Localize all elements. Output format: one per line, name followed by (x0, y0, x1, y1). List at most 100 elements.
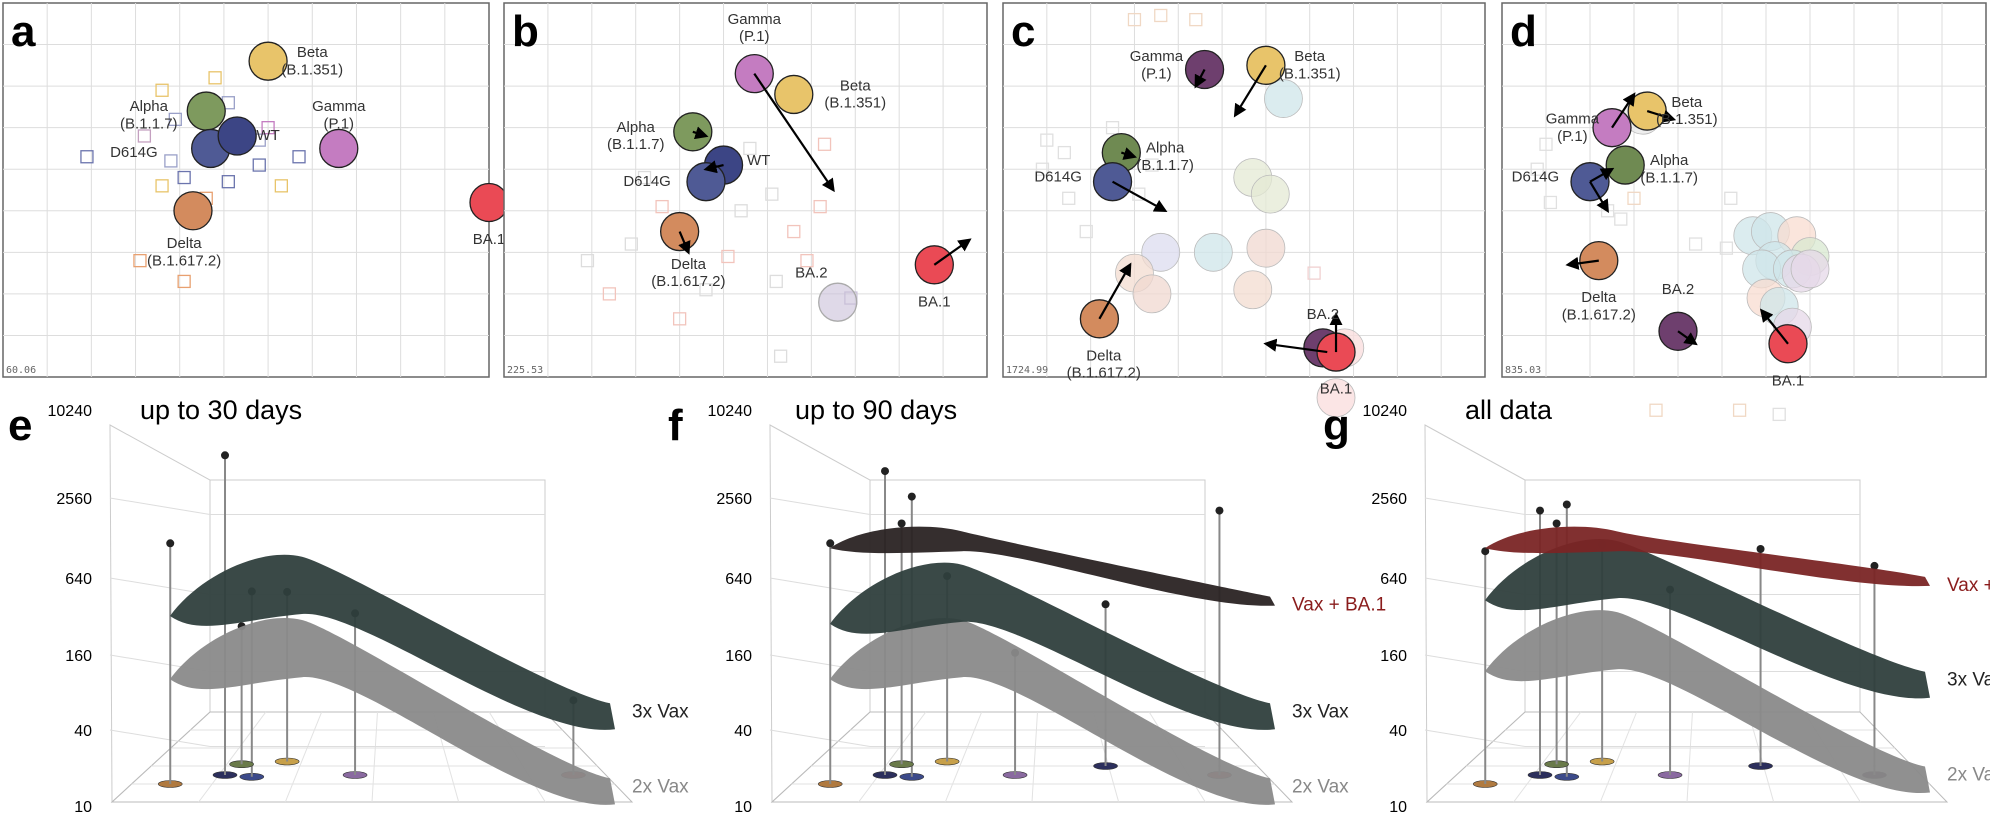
stem-tip (221, 451, 230, 460)
surface-label: Vax + BA.1 (1947, 575, 1990, 596)
antigen-label: D614G (110, 144, 158, 161)
antigen-label: D614G (1512, 169, 1560, 186)
antigen-beta (774, 74, 814, 115)
serum-point (292, 150, 306, 164)
antigen-gamma (1592, 108, 1632, 148)
surface-label: 2x Vax (1292, 776, 1349, 797)
movement-arrow (692, 126, 709, 140)
panel-letter: a (11, 7, 36, 56)
left-wall (1424, 424, 1526, 804)
antigen-label: D614G (623, 173, 671, 190)
serum-point (221, 175, 235, 189)
map-frame (2, 2, 490, 378)
serum-point (699, 283, 713, 297)
stress-value: 835.03 (1505, 365, 1541, 376)
serum-point (743, 141, 757, 156)
antigen-label: Gamma (P.1) (1130, 48, 1184, 82)
y-tick-label: 10 (74, 799, 92, 816)
serum-point (1539, 137, 1553, 151)
stem-tip (1552, 519, 1561, 528)
serum-point (137, 129, 152, 143)
serum-point (164, 154, 178, 168)
antigen-label: Alpha (B.1.1.7) (1136, 140, 1194, 174)
serum-point (1732, 403, 1747, 417)
stress-value: 1724.99 (1006, 365, 1048, 376)
antigen-label: BA.2 (1307, 306, 1340, 323)
floor-grid (1599, 711, 1638, 803)
stem-tip (826, 539, 835, 548)
stem-tip (907, 492, 916, 501)
serum-point (80, 150, 94, 164)
antigen-label: Gamma (P.1) (728, 11, 782, 45)
antigen-label: Delta (B.1.617.2) (1067, 347, 1141, 381)
y-tick-label: 10240 (48, 403, 93, 420)
surface-label: Vax + BA.1 (1292, 595, 1386, 616)
ghost-antigen (1250, 174, 1290, 214)
map-panel-c: Gamma (P.1) Beta (B.1.351) Alpha (B.1.1.7) D61… (1002, 2, 1486, 418)
y-tick-label: 10240 (708, 403, 753, 420)
panel-letter: f (668, 401, 683, 450)
ghost-antigen (1233, 270, 1273, 310)
surface-3x-vax (1485, 538, 1930, 699)
stem-tip (1536, 506, 1545, 515)
serum-point (1614, 212, 1628, 226)
serum-point (177, 170, 191, 185)
antigen-label: BA.1 (473, 231, 506, 248)
wall-grid (1424, 729, 1526, 747)
panel-title: up to 30 days (140, 395, 302, 425)
serum-point (1105, 121, 1120, 135)
y-tick-label: 40 (734, 723, 752, 740)
serum-point (1724, 191, 1738, 205)
panel-letter: e (8, 401, 32, 450)
movement-arrow (753, 73, 835, 193)
y-tick-label: 10240 (1363, 403, 1408, 420)
y-tick-label: 10 (734, 799, 752, 816)
antigen-ba2 (818, 282, 858, 322)
floor-grid (858, 711, 927, 803)
serum-point (637, 170, 652, 185)
antigen-label: BA.1 (918, 293, 951, 310)
serum-point (1057, 145, 1071, 160)
floor-grid (1686, 711, 1693, 803)
antigen-label: BA.1 (1320, 381, 1353, 398)
serum-point (208, 71, 222, 85)
surface-label: 3x Vax (632, 701, 689, 722)
movement-arrow (1646, 109, 1677, 123)
antigen-gamma (319, 128, 359, 169)
serum-point (1543, 195, 1558, 210)
y-tick-label: 640 (65, 571, 92, 588)
surface-3x-vax (170, 554, 615, 730)
antigen-ba1 (469, 182, 509, 223)
serum-point (252, 158, 266, 172)
movement-arrow (1759, 308, 1789, 345)
surface-panel-g: 10240 2560 640 160 40 10 2x Vax 3x Vax Vax + BA.… (1323, 395, 1990, 816)
antigen-label: Alpha (B.1.1.7) (120, 98, 178, 132)
floor-grid (371, 711, 378, 803)
serum-point (813, 199, 827, 214)
movement-arrow (1589, 181, 1609, 214)
serum-point (1079, 224, 1093, 239)
movement-arrow (678, 231, 691, 255)
serum-point (177, 274, 191, 289)
serum-point (1649, 403, 1663, 417)
serum-point (1719, 241, 1734, 255)
surface-label: 3x Vax (1947, 670, 1990, 691)
antigen-label: Gamma (P.1) (1546, 111, 1600, 145)
serum-point (1189, 12, 1203, 27)
y-tick-label: 40 (74, 723, 92, 740)
surface-vax-ba-1 (830, 526, 1275, 606)
ghost-antigen (1193, 232, 1233, 272)
serum-point (721, 249, 735, 264)
serum-point (1035, 162, 1050, 176)
serum-point (1307, 266, 1321, 280)
wall-grid (109, 729, 211, 747)
serum-point (765, 187, 779, 201)
serum-point (787, 224, 801, 239)
surface-vax-ba-1 (1485, 526, 1930, 587)
surface-label: 2x Vax (632, 776, 689, 797)
panel-title: up to 90 days (795, 395, 957, 425)
serum-point (261, 121, 275, 135)
floor-grid (284, 711, 323, 803)
serum-point (624, 237, 638, 251)
y-tick-label: 160 (725, 648, 752, 665)
